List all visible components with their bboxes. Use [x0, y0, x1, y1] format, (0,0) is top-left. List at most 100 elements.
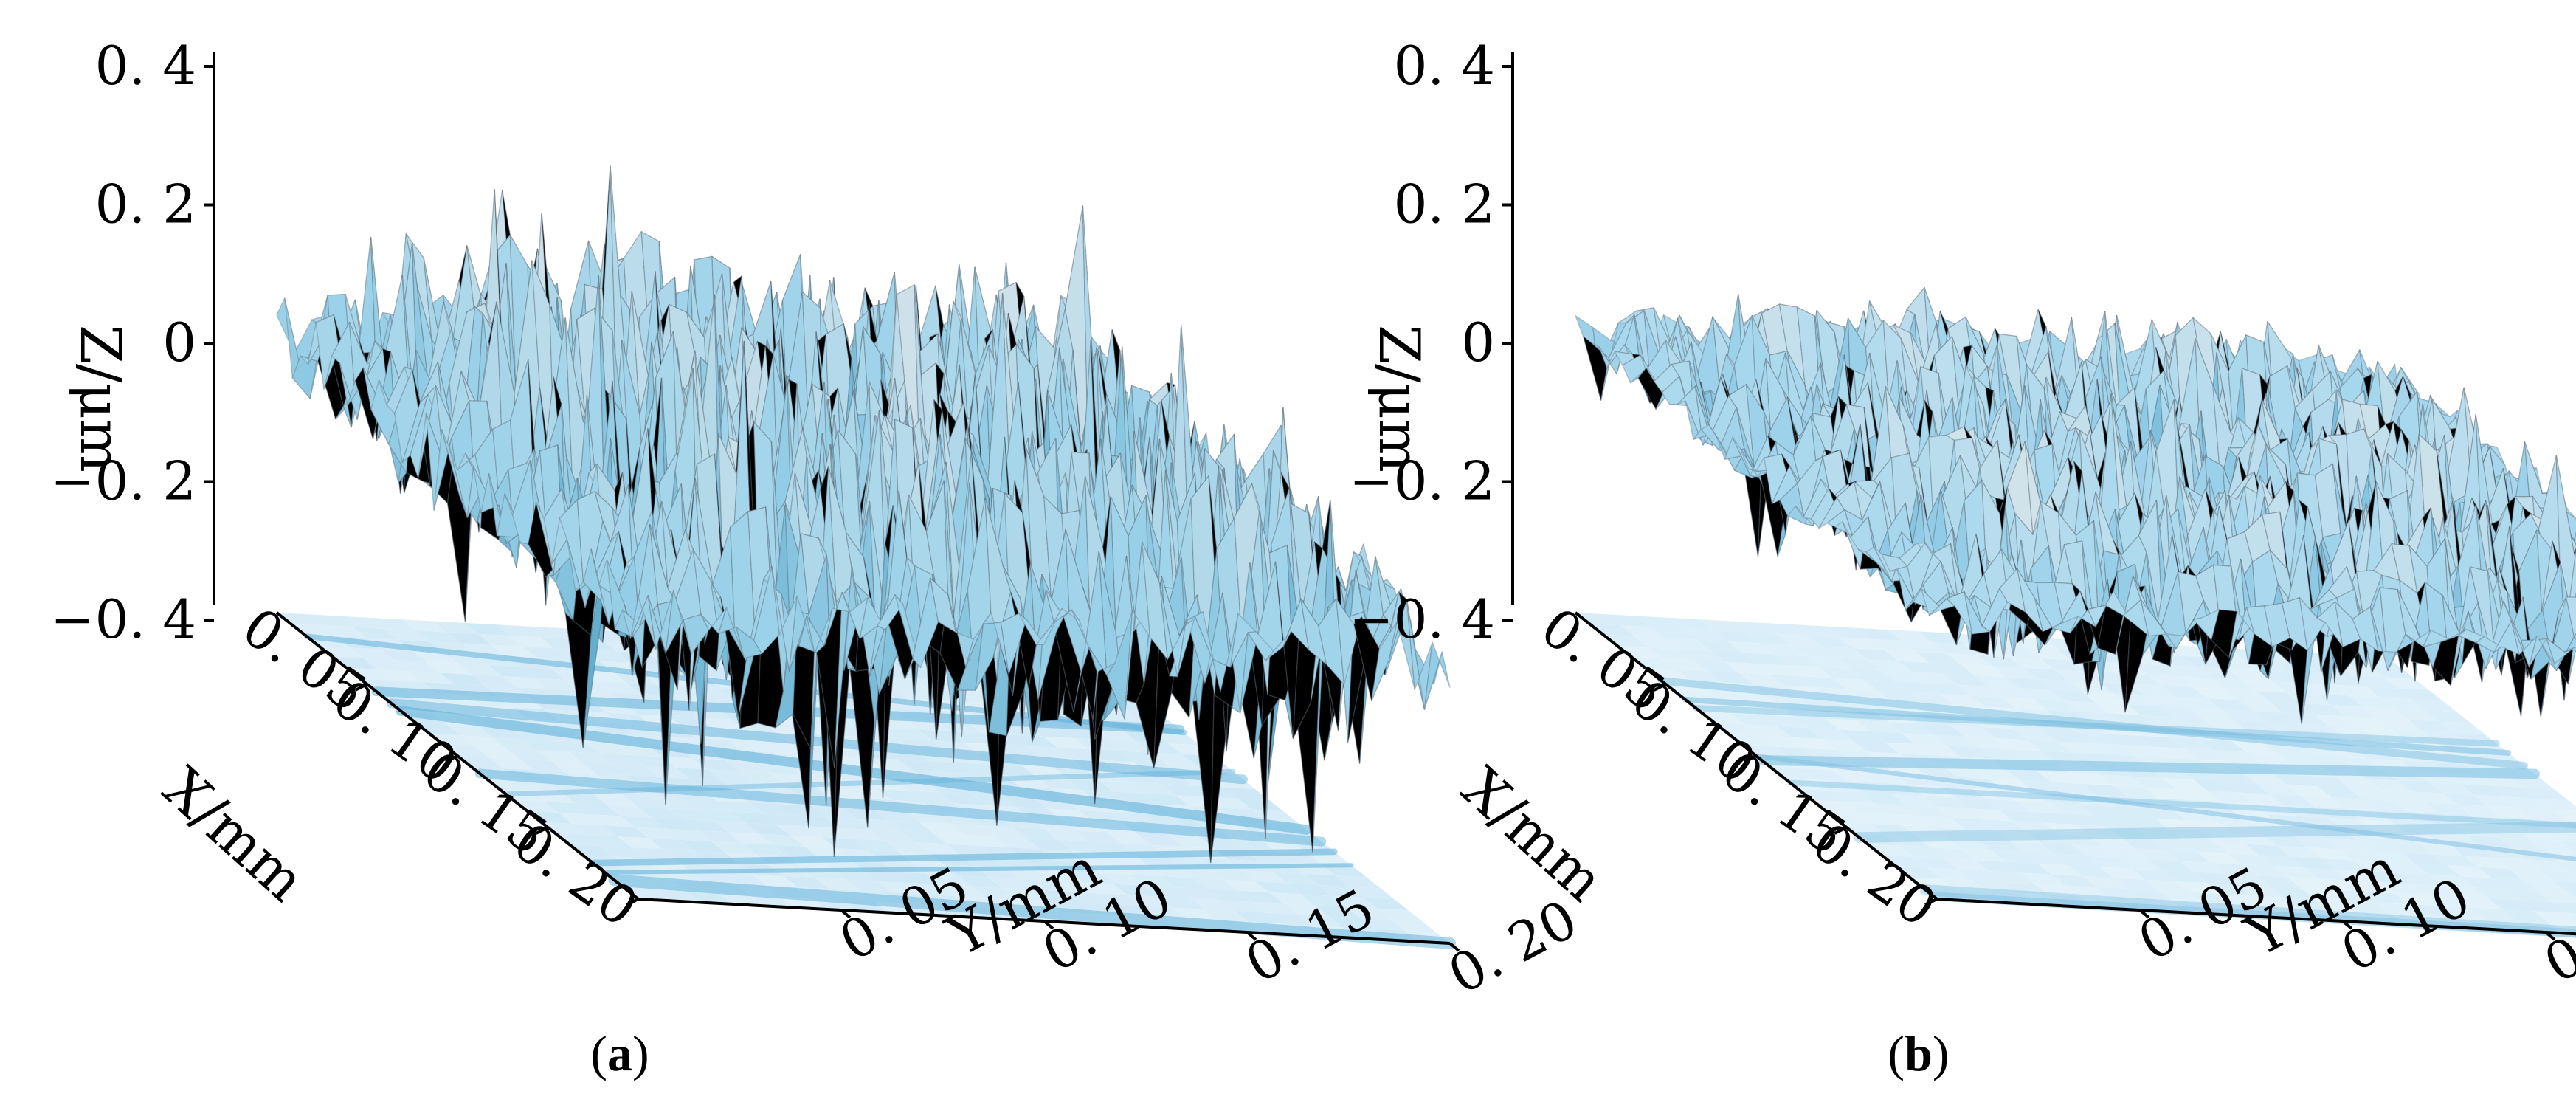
floor-cell — [2328, 818, 2374, 831]
floor-cell — [2394, 709, 2439, 722]
floor-cell — [2284, 897, 2330, 911]
floor-scratch — [1754, 754, 2576, 862]
floor-cell — [697, 738, 742, 751]
floor-cell — [686, 891, 732, 904]
floor-cell — [1995, 645, 2040, 659]
floor-cell — [1930, 847, 1975, 861]
floor-cell — [607, 805, 652, 818]
floor-cell — [2241, 679, 2287, 693]
floor-cell — [915, 750, 961, 763]
floor-cell — [457, 756, 503, 769]
floor-cell — [1377, 908, 1423, 922]
floor-cell — [2144, 787, 2190, 800]
floor-cell — [513, 707, 559, 720]
floor-cell — [1960, 664, 2006, 678]
floor-scratch — [1657, 677, 2528, 770]
floor-cell — [2363, 891, 2409, 905]
floor-cell — [2318, 878, 2364, 892]
floor-cell — [1057, 747, 1103, 760]
floor-cell — [905, 903, 951, 917]
floor-cell — [568, 844, 614, 857]
floor-cell — [1978, 747, 2023, 760]
floor-cell — [2304, 867, 2350, 881]
floor-cell — [1742, 745, 1788, 758]
floor-cell — [1078, 902, 1125, 915]
y-tick-mark — [1448, 942, 1460, 952]
floor-cell — [596, 774, 642, 787]
floor-cell — [426, 661, 472, 675]
floor-cell — [1849, 668, 1895, 682]
floor-cell — [408, 671, 454, 684]
floor-cell — [1026, 838, 1072, 851]
floor-scratch — [1919, 884, 2576, 938]
floor-cell — [1933, 642, 1978, 655]
floor-cell — [530, 791, 576, 804]
floor-cell — [589, 722, 635, 735]
floor-cell — [2460, 876, 2506, 889]
floor-cell — [1009, 755, 1054, 768]
floor-cell — [2051, 689, 2096, 703]
floor-cell — [2141, 715, 2186, 729]
floor-cell — [1130, 782, 1176, 796]
floor-cell — [2165, 665, 2211, 678]
floor-cell — [2183, 840, 2228, 854]
floor-cell — [1728, 734, 1774, 747]
floor-cell — [2130, 684, 2176, 697]
floor-cell — [2467, 836, 2513, 849]
floor-cell — [2283, 712, 2329, 726]
floor-cell — [412, 650, 457, 664]
floor-cell — [2318, 694, 2363, 707]
floor-cell — [901, 831, 947, 844]
floor-cell — [1065, 891, 1111, 905]
floor-cell — [2103, 846, 2149, 860]
floor-cell — [1971, 880, 2017, 893]
floor-cell — [635, 827, 680, 840]
floor-cell — [2034, 884, 2079, 897]
floor-cell — [2325, 838, 2371, 851]
floor-cell — [1217, 827, 1263, 841]
floor-cell — [1645, 667, 1691, 681]
floor-cell — [1912, 672, 1958, 685]
floor-cell — [1776, 633, 1822, 647]
floor-cell — [641, 878, 687, 892]
floor-cell — [491, 737, 538, 750]
floor-cell — [2158, 798, 2204, 811]
floor-cell — [2075, 732, 2121, 746]
floor-cell — [1943, 765, 1989, 779]
floor-cell — [1985, 891, 2031, 904]
floor-cell — [2564, 820, 2576, 830]
floor-scratch — [608, 874, 1456, 949]
floor-cell — [922, 894, 968, 907]
floor-cell — [2009, 656, 2054, 670]
floor-cell — [745, 730, 791, 743]
floor-cell — [2089, 743, 2135, 757]
floor-cell — [2026, 740, 2072, 753]
floor-cell — [905, 810, 950, 824]
floor-cell — [947, 844, 992, 857]
floor-cell — [1710, 650, 1756, 664]
surface-plot-a: 0. 40. 20−0. 2−0. 4 0. 050. 100. 150. 20… — [50, 35, 1586, 1081]
floor-cell — [981, 825, 1027, 839]
floor-cell — [2242, 864, 2287, 878]
floor-cell — [477, 633, 523, 647]
floor-cell — [460, 735, 506, 748]
floor-cell — [1974, 675, 2020, 689]
floor-cell — [2044, 822, 2090, 836]
floor-cell — [2068, 773, 2114, 786]
floor-cell — [860, 798, 905, 811]
floor-cell — [863, 870, 909, 884]
floor-cell — [1877, 782, 1923, 796]
floor-cell — [2536, 798, 2576, 811]
floor-cell — [485, 777, 531, 791]
floor-cell — [1332, 895, 1378, 909]
floor-cell — [2540, 870, 2576, 883]
floor-cell — [1575, 613, 1621, 626]
floor-cell — [1902, 733, 1947, 746]
floor-cell — [1043, 736, 1089, 750]
floor-cell — [2120, 837, 2166, 850]
floor-cell — [2314, 715, 2360, 728]
floor-cell — [1707, 671, 1753, 684]
floor-cell — [991, 764, 1037, 777]
floor-cell — [672, 788, 718, 801]
floor-cell — [1106, 832, 1152, 845]
